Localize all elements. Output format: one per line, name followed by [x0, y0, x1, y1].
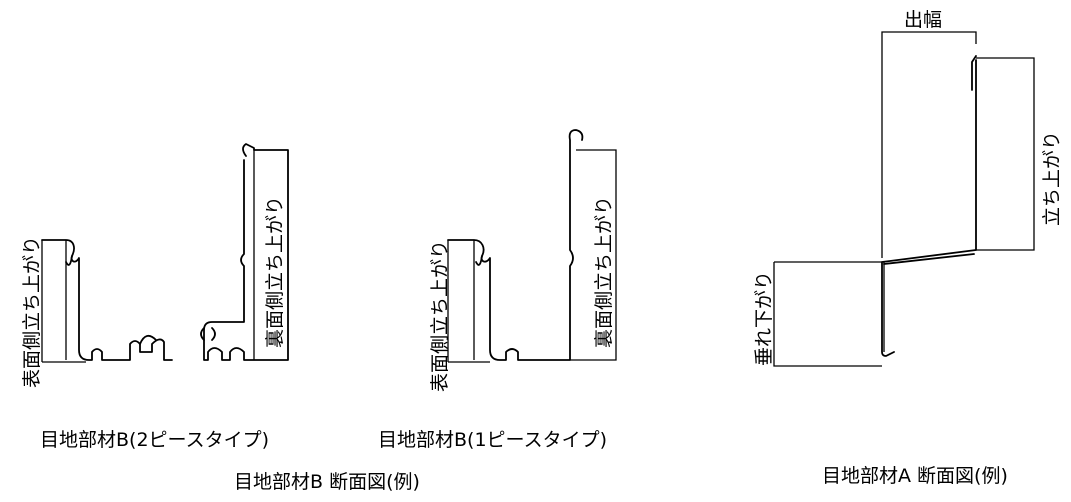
member-b-one-piece-figure: 表面側立ち上がり 裏面側立ち上がり 目地部材B(1ピースタイプ) — [378, 129, 617, 451]
caption-a-section: 目地部材A 断面図(例) — [822, 465, 1008, 487]
back-rise-profile — [200, 143, 289, 361]
back-rise-label-b1: 裏面側立ち上がり — [593, 196, 615, 348]
member-b-two-piece-figure: 表面側立ち上がり 裏面側立ち上がり 目地部材B(2ピースタイプ) — [21, 143, 289, 451]
rise-label: 立ち上がり — [1041, 131, 1063, 226]
one-piece-profile — [447, 129, 617, 363]
caption-b-one-piece: 目地部材B(1ピースタイプ) — [378, 429, 607, 451]
front-rise-profile — [41, 239, 173, 363]
front-rise-label-b2: 表面側立ち上がり — [21, 236, 43, 388]
caption-b-two-piece: 目地部材B(2ピースタイプ) — [40, 429, 269, 451]
back-rise-label-b2: 裏面側立ち上がり — [264, 196, 286, 348]
member-a-figure: 出幅 立ち上がり 垂れ下がり — [753, 9, 1063, 367]
out-width-label: 出幅 — [904, 9, 942, 31]
caption-b-section: 目地部材B 断面図(例) — [234, 471, 420, 493]
hang-down-label: 垂れ下がり — [753, 271, 775, 366]
front-rise-label-b1: 表面側立ち上がり — [429, 240, 451, 392]
